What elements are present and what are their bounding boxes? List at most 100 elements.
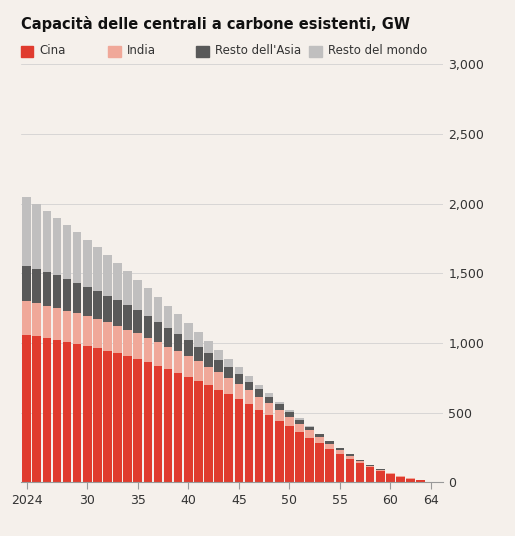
- Bar: [315, 443, 324, 482]
- Bar: [184, 340, 193, 356]
- Bar: [32, 204, 41, 269]
- Bar: [315, 434, 324, 437]
- Bar: [43, 272, 51, 306]
- Bar: [164, 327, 173, 347]
- Bar: [376, 471, 385, 482]
- Bar: [174, 351, 182, 373]
- Bar: [144, 288, 152, 316]
- Bar: [285, 417, 294, 426]
- Bar: [53, 340, 61, 482]
- Bar: [255, 389, 263, 397]
- Bar: [204, 353, 213, 367]
- Bar: [53, 308, 61, 340]
- Bar: [245, 382, 253, 390]
- Bar: [184, 356, 193, 377]
- Bar: [396, 476, 405, 477]
- Bar: [174, 315, 182, 334]
- Bar: [214, 373, 223, 390]
- Bar: [22, 301, 31, 334]
- Bar: [285, 426, 294, 482]
- Bar: [63, 341, 72, 482]
- Bar: [255, 385, 263, 389]
- Bar: [73, 232, 81, 283]
- Bar: [124, 330, 132, 356]
- Bar: [103, 323, 112, 351]
- Bar: [325, 443, 334, 449]
- Bar: [43, 306, 51, 338]
- Bar: [153, 322, 162, 342]
- Bar: [63, 225, 72, 279]
- Bar: [113, 263, 122, 300]
- Bar: [43, 211, 51, 272]
- Bar: [133, 359, 142, 482]
- Bar: [214, 390, 223, 482]
- Bar: [124, 356, 132, 482]
- Bar: [144, 362, 152, 482]
- Bar: [32, 337, 41, 482]
- Bar: [103, 295, 112, 323]
- Bar: [245, 376, 253, 382]
- Bar: [174, 373, 182, 482]
- Bar: [325, 442, 334, 443]
- Bar: [234, 368, 243, 374]
- Bar: [153, 297, 162, 322]
- Bar: [356, 461, 364, 464]
- Bar: [93, 319, 101, 348]
- Bar: [366, 467, 374, 482]
- Bar: [184, 377, 193, 482]
- Bar: [73, 344, 81, 482]
- Bar: [265, 403, 273, 415]
- Bar: [346, 454, 354, 456]
- Bar: [43, 338, 51, 482]
- Bar: [32, 269, 41, 303]
- Bar: [124, 271, 132, 306]
- Bar: [83, 346, 92, 482]
- Bar: [53, 218, 61, 276]
- Bar: [275, 410, 284, 421]
- Bar: [305, 426, 314, 427]
- Bar: [194, 381, 203, 482]
- Bar: [83, 240, 92, 287]
- Bar: [305, 430, 314, 438]
- Text: Capacità delle centrali a carbone esistenti, GW: Capacità delle centrali a carbone esiste…: [21, 16, 409, 32]
- Bar: [234, 374, 243, 384]
- Bar: [234, 399, 243, 482]
- Bar: [133, 280, 142, 310]
- Bar: [53, 276, 61, 308]
- Bar: [406, 479, 415, 482]
- Bar: [336, 450, 344, 454]
- Bar: [285, 412, 294, 417]
- Bar: [73, 313, 81, 344]
- Bar: [275, 404, 284, 410]
- Bar: [103, 351, 112, 482]
- Bar: [214, 350, 223, 360]
- Bar: [376, 470, 385, 471]
- Bar: [144, 316, 152, 338]
- Bar: [366, 465, 374, 466]
- Bar: [295, 418, 304, 420]
- Bar: [63, 310, 72, 341]
- Bar: [225, 359, 233, 367]
- Bar: [386, 474, 394, 482]
- Text: Resto dell'Asia: Resto dell'Asia: [215, 44, 301, 57]
- Bar: [153, 342, 162, 366]
- Bar: [285, 410, 294, 412]
- Bar: [204, 385, 213, 482]
- Bar: [346, 456, 354, 459]
- Bar: [396, 477, 405, 482]
- Bar: [214, 360, 223, 373]
- Bar: [164, 306, 173, 327]
- Bar: [265, 415, 273, 482]
- Bar: [234, 384, 243, 399]
- Bar: [22, 197, 31, 266]
- Bar: [356, 460, 364, 461]
- Bar: [153, 366, 162, 482]
- Text: Cina: Cina: [40, 44, 66, 57]
- Bar: [113, 300, 122, 326]
- Bar: [93, 348, 101, 482]
- Bar: [194, 361, 203, 381]
- Bar: [305, 438, 314, 482]
- Text: India: India: [127, 44, 156, 57]
- Bar: [225, 394, 233, 482]
- Bar: [93, 247, 101, 291]
